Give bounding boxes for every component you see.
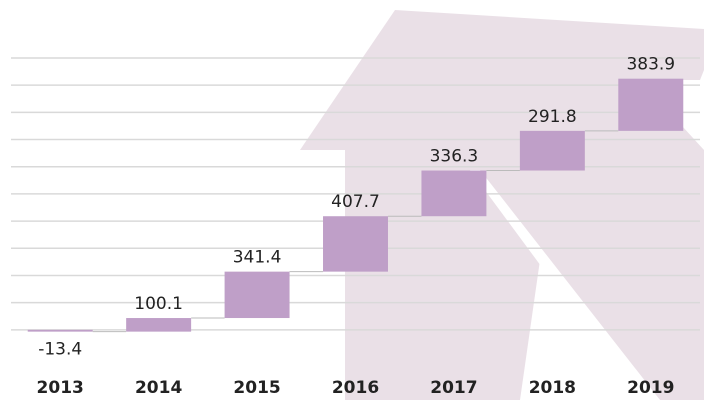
bar: [323, 216, 388, 271]
value-label: 383.9: [626, 55, 675, 75]
x-tick-label: 2015: [233, 378, 280, 398]
x-tick-label: 2013: [37, 378, 84, 398]
value-label: 336.3: [430, 147, 479, 167]
bar: [618, 79, 683, 131]
x-tick-label: 2019: [627, 378, 674, 398]
bar: [28, 330, 93, 332]
x-tick-label: 2014: [135, 378, 182, 398]
x-tick-label: 2016: [332, 378, 379, 398]
value-label: 341.4: [233, 248, 282, 268]
bar: [421, 171, 486, 217]
value-label: -13.4: [38, 340, 82, 360]
value-label: 407.7: [331, 192, 380, 212]
x-tick-label: 2018: [529, 378, 576, 398]
bar: [225, 272, 290, 318]
bar: [520, 131, 585, 171]
bar: [126, 318, 191, 332]
chart: -13.4 2013 100.1 2014 341.4 2015 407.7 2016 336.…: [0, 0, 704, 400]
x-tick-label: 2017: [430, 378, 477, 398]
value-label: 100.1: [134, 294, 183, 314]
value-label: 291.8: [528, 107, 577, 127]
